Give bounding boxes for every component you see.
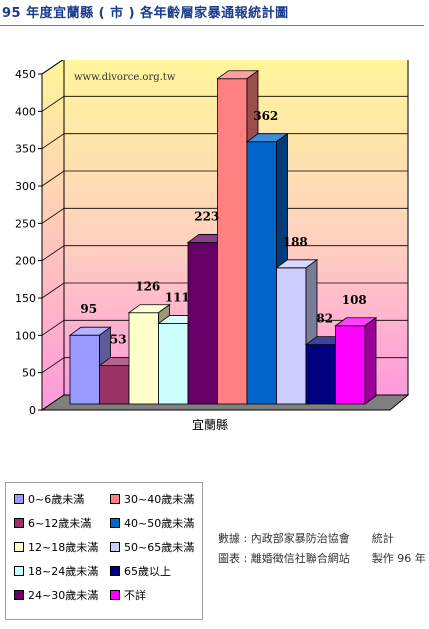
- legend-label: 24~30歲未滿: [28, 589, 99, 602]
- legend-label: 30~40歲未滿: [124, 493, 195, 506]
- bar-front: [187, 242, 218, 405]
- legend-label: 12~18歲未滿: [28, 541, 99, 554]
- bar-data-label: 111: [165, 291, 190, 305]
- bar-data-label: 53: [110, 333, 127, 347]
- gridline: [41, 133, 408, 149]
- legend-label: 40~50歲未滿: [124, 517, 195, 530]
- gridline: [41, 245, 408, 261]
- gridline: [41, 207, 408, 224]
- gridline: [41, 95, 408, 112]
- y-tick-label: 100: [15, 329, 36, 342]
- gridline: [41, 60, 64, 75]
- y-tick-label: 150: [15, 292, 36, 305]
- bar-chart: 0 50 100 150 200 250 300 350 400 450 宜蘭縣 95 53 126 11…: [15, 60, 410, 432]
- chart-bars: [68, 69, 378, 405]
- legend-swatch: [110, 494, 120, 504]
- bar-data-label: 108: [342, 293, 367, 307]
- y-tick-label: 0: [29, 404, 36, 417]
- legend-label: 0~6歲未滿: [28, 493, 85, 506]
- legend-swatch: [14, 542, 24, 552]
- y-tick-label: 350: [15, 143, 36, 156]
- bar-front: [246, 141, 277, 405]
- legend-swatch: [110, 590, 120, 600]
- chart-title: 95 年度宜蘭縣 ( 市 ) 各年齡層家暴通報統計圖: [2, 6, 289, 21]
- bar-10: [334, 316, 378, 405]
- y-tick-label: 50: [22, 367, 36, 380]
- bar-front: [217, 78, 248, 405]
- bar-front: [305, 344, 336, 405]
- legend-swatch: [14, 518, 24, 528]
- bar-data-label: 362: [253, 109, 278, 123]
- bar-data-label: 95: [80, 302, 97, 316]
- bar-data-label: 188: [283, 235, 308, 249]
- title-divider: [0, 25, 424, 26]
- chart-watermark: www.divorce.org.tw: [74, 72, 176, 83]
- legend-label: 50~65歲未滿: [124, 541, 195, 554]
- y-tick-label: 200: [15, 255, 36, 268]
- bar-front: [128, 312, 159, 405]
- data-source-line: 數據 : 內政部家暴防治協會 統計: [218, 532, 394, 545]
- bar-front: [335, 325, 366, 405]
- legend-swatch: [14, 590, 24, 600]
- legend-swatch: [110, 566, 120, 576]
- gridline: [41, 170, 408, 187]
- y-tick-label: 250: [15, 217, 36, 230]
- legend-item: 12~18歲未滿: [14, 539, 98, 555]
- x-category-label: 宜蘭縣: [192, 417, 228, 432]
- y-tick-label: 400: [15, 105, 36, 118]
- bar-front: [276, 267, 307, 405]
- y-tick-label: 300: [15, 180, 36, 193]
- legend-item: 18~24歲未滿: [14, 563, 98, 579]
- chart-legend: 0~6歲未滿 6~12歲未滿 12~18歲未滿 18~24歲未滿 24~30歲未滿 30~…: [5, 482, 203, 620]
- legend-swatch: [14, 494, 24, 504]
- bar-data-label: 126: [135, 280, 160, 294]
- bar-data-label: 82: [316, 312, 333, 326]
- legend-item: 50~65歲未滿: [110, 539, 194, 555]
- legend-swatch: [14, 566, 24, 576]
- chart-side-wall: [41, 60, 65, 411]
- bar-front: [158, 323, 189, 405]
- legend-item: 30~40歲未滿: [110, 491, 194, 507]
- legend-item: 24~30歲未滿: [14, 587, 98, 603]
- legend-label: 18~24歲未滿: [28, 565, 99, 578]
- bar-front: [69, 334, 100, 405]
- bar-data-label: 223: [194, 209, 219, 223]
- legend-item: 不詳: [110, 587, 146, 603]
- legend-item: 65歲以上: [110, 563, 171, 579]
- legend-item: 6~12歲未滿: [14, 515, 91, 531]
- legend-label: 不詳: [124, 589, 146, 602]
- bar-side: [364, 316, 377, 405]
- legend-swatch: [110, 542, 120, 552]
- legend-item: 0~6歲未滿: [14, 491, 84, 507]
- chart-credit-line: 圖表 : 離婚徵信社聯合網站 製作 96 年: [218, 552, 426, 565]
- legend-label: 6~12歲未滿: [28, 517, 92, 530]
- bar-front: [99, 365, 130, 405]
- legend-label: 65歲以上: [124, 565, 171, 578]
- legend-item: 40~50歲未滿: [110, 515, 194, 531]
- legend-swatch: [110, 518, 120, 528]
- chart-data-labels: 955312611122344936218882108: [80, 109, 367, 347]
- y-tick-label: 450: [15, 68, 36, 81]
